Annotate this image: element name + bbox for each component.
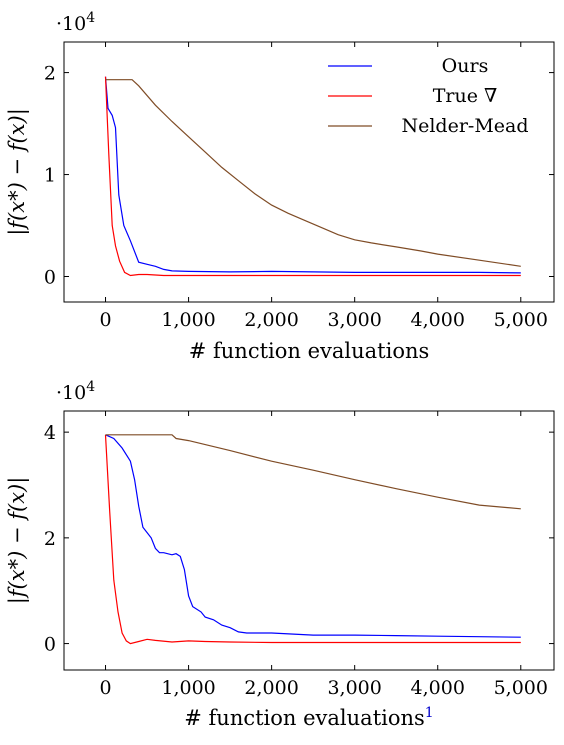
plot-frame xyxy=(63,410,555,671)
y-multiplier-exponent: 4 xyxy=(86,10,95,26)
chart-panel-2: 0 1,000 2,000 3,000 4,000 5,000 0 2 4·104 # funct… xyxy=(5,379,555,730)
x-axis-label: # function evaluations xyxy=(189,339,430,363)
y-axis-label: |f(x*) − f(x)| xyxy=(5,477,30,605)
y-tick-label: 1 xyxy=(44,165,56,187)
legend: Ours True ∇ Nelder-Mead xyxy=(328,55,529,137)
x-tick-label: 2,000 xyxy=(244,677,298,699)
series-line-ours xyxy=(104,76,521,274)
y-tick-label: 2 xyxy=(44,63,56,85)
x-tick-label: 1,000 xyxy=(161,309,215,331)
x-tick-label: 1,000 xyxy=(161,677,215,699)
legend-label: True ∇ xyxy=(433,85,498,107)
x-tick-label: 5,000 xyxy=(494,309,548,331)
legend-label: Nelder-Mead xyxy=(401,115,528,137)
y-multiplier-exponent: 4 xyxy=(86,379,95,395)
x-tick-label: 3,000 xyxy=(327,309,381,331)
chart-panel-1: 0 1,000 2,000 3,000 4,000 5,000 0 1 2 ·104 # funct… xyxy=(5,10,555,363)
x-tick-label: 5,000 xyxy=(494,677,548,699)
x-tick-label: 4,000 xyxy=(411,309,465,331)
series-line-s3 xyxy=(105,434,521,510)
series-line-s1 xyxy=(105,434,521,638)
x-axis-label: # function evaluations1 xyxy=(184,705,433,730)
y-tick-label: 4 xyxy=(44,422,56,444)
legend-label: Ours xyxy=(442,55,489,77)
y-tick-label: 0 xyxy=(44,634,56,656)
x-axis-label-footnote: 1 xyxy=(425,705,434,721)
y-tick-label: 2 xyxy=(44,528,56,550)
x-tick-label: 0 xyxy=(99,309,111,331)
series-line-nelder-mead xyxy=(105,79,521,267)
x-tick-label: 2,000 xyxy=(244,309,298,331)
y-tick-label: 0 xyxy=(44,267,56,289)
y-multiplier-label: ·104 xyxy=(56,379,95,404)
series-line-s2 xyxy=(104,434,521,645)
x-tick-label: 0 xyxy=(99,677,111,699)
plot-frame xyxy=(63,41,555,303)
x-tick-label: 3,000 xyxy=(327,677,381,699)
y-axis-label: |f(x*) − f(x)| xyxy=(5,108,30,236)
x-tick-label: 4,000 xyxy=(411,677,465,699)
series-line-true- xyxy=(104,76,521,277)
y-multiplier-label: ·104 xyxy=(56,10,95,35)
